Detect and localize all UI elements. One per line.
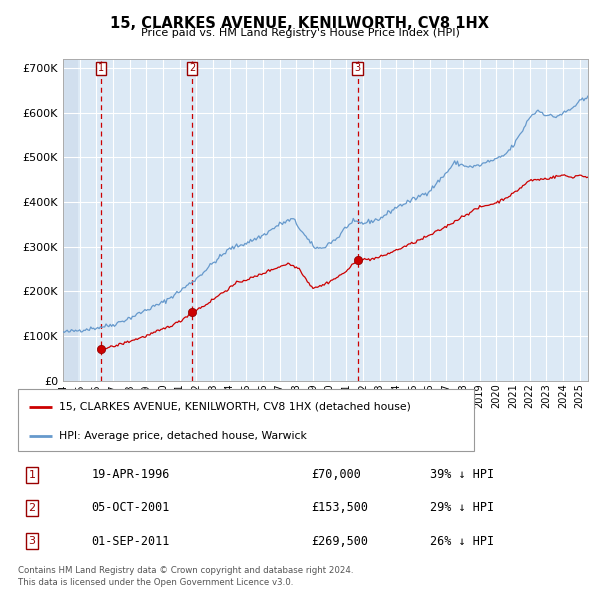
Bar (63, 59, 79, 381)
Text: 01-SEP-2011: 01-SEP-2011 (91, 535, 170, 548)
Text: 3: 3 (29, 536, 35, 546)
FancyBboxPatch shape (18, 389, 474, 451)
Text: 15, CLARKES AVENUE, KENILWORTH, CV8 1HX (detached house): 15, CLARKES AVENUE, KENILWORTH, CV8 1HX … (59, 402, 411, 412)
Bar (63, 59, 79, 381)
Text: 2: 2 (29, 503, 35, 513)
Text: 05-OCT-2001: 05-OCT-2001 (91, 502, 170, 514)
Text: 39% ↓ HPI: 39% ↓ HPI (430, 468, 494, 481)
Text: 2: 2 (189, 64, 195, 74)
Text: 15, CLARKES AVENUE, KENILWORTH, CV8 1HX: 15, CLARKES AVENUE, KENILWORTH, CV8 1HX (110, 16, 490, 31)
Text: 26% ↓ HPI: 26% ↓ HPI (430, 535, 494, 548)
Text: HPI: Average price, detached house, Warwick: HPI: Average price, detached house, Warw… (59, 431, 307, 441)
Text: Contains HM Land Registry data © Crown copyright and database right 2024.
This d: Contains HM Land Registry data © Crown c… (18, 566, 353, 587)
Text: Price paid vs. HM Land Registry's House Price Index (HPI): Price paid vs. HM Land Registry's House … (140, 28, 460, 38)
Text: 19-APR-1996: 19-APR-1996 (91, 468, 170, 481)
Text: 1: 1 (29, 470, 35, 480)
Text: £269,500: £269,500 (311, 535, 368, 548)
Text: 1: 1 (98, 64, 104, 74)
Text: 3: 3 (355, 64, 361, 74)
Text: £153,500: £153,500 (311, 502, 368, 514)
Text: £70,000: £70,000 (311, 468, 361, 481)
Text: 29% ↓ HPI: 29% ↓ HPI (430, 502, 494, 514)
